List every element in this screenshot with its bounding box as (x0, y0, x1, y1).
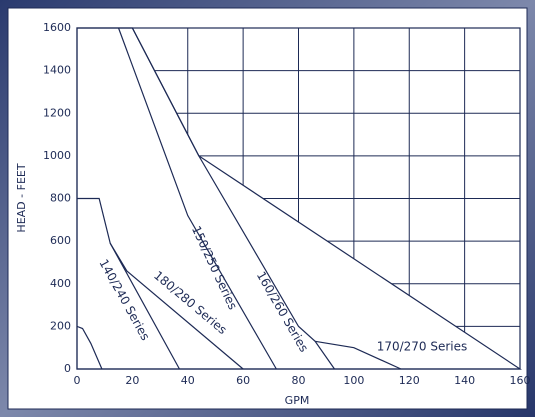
x-tick-label: 160 (510, 374, 531, 387)
x-tick-label: 0 (74, 374, 81, 387)
series-label: 170/270 Series (377, 340, 468, 354)
x-tick-label: 40 (181, 374, 195, 387)
y-tick-label: 200 (50, 319, 71, 332)
x-axis-label: GPM (285, 394, 310, 407)
y-tick-label: 1200 (43, 106, 71, 119)
series-line (77, 197, 180, 370)
y-tick-label: 600 (50, 234, 71, 247)
series-line (315, 340, 402, 370)
x-tick-label: 60 (236, 374, 250, 387)
y-tick-label: 0 (64, 362, 71, 375)
series-line (76, 325, 103, 370)
y-axis-label: HEAD - FEET (15, 163, 28, 232)
y-tick-label: 1400 (43, 64, 71, 77)
x-tick-label: 140 (454, 374, 475, 387)
series-line (131, 27, 335, 370)
y-tick-label: 400 (50, 277, 71, 290)
x-tick-label: 80 (292, 374, 306, 387)
x-tick-label: 120 (399, 374, 420, 387)
y-tick-label: 1000 (43, 149, 71, 162)
x-tick-label: 20 (125, 374, 139, 387)
y-tick-label: 800 (50, 192, 71, 205)
series-line (117, 27, 277, 370)
x-tick-label: 100 (343, 374, 364, 387)
series-line (109, 242, 244, 370)
y-tick-label: 1600 (43, 21, 71, 34)
